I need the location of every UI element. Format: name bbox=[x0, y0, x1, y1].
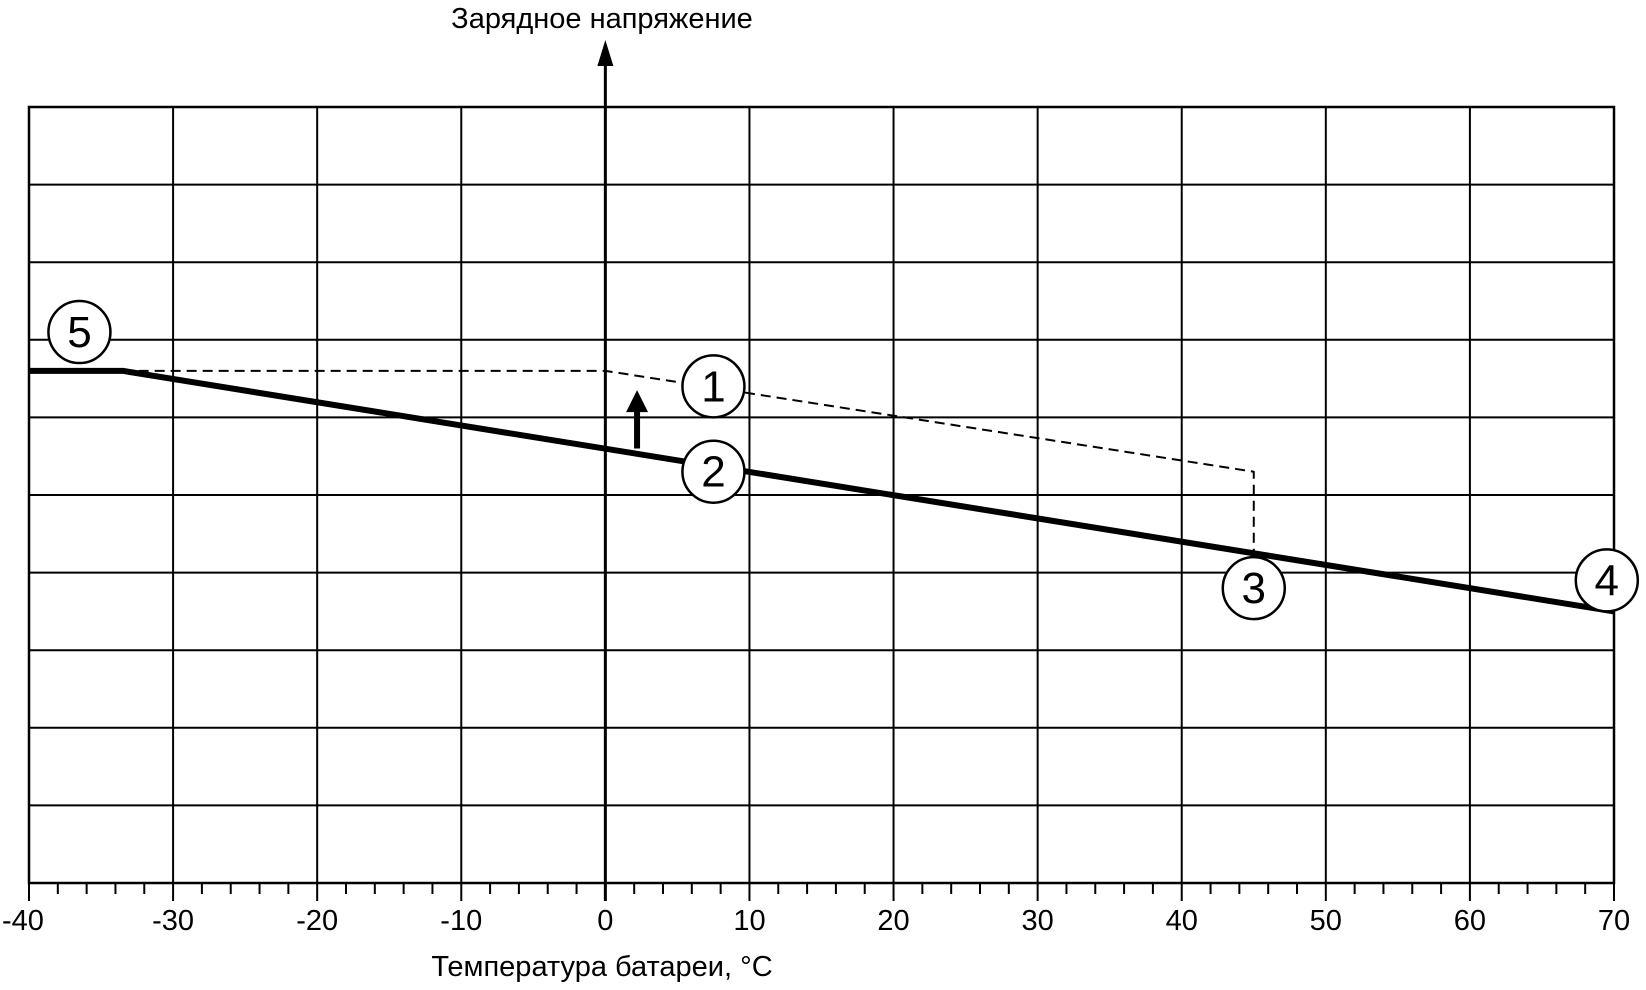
annotation-circle bbox=[681, 354, 746, 419]
annotation-label: 3 bbox=[1242, 564, 1266, 613]
x-tick-label: -40 bbox=[2, 905, 44, 937]
x-tick-labels: -40 -30 -20 -10 0 10 20 30 40 50 60 70 bbox=[2, 905, 1630, 937]
annotation-5: 5 bbox=[47, 299, 112, 365]
annotation-label: 4 bbox=[1595, 556, 1619, 605]
x-tick-label: 50 bbox=[1310, 905, 1342, 937]
annotation-label: 5 bbox=[67, 308, 91, 357]
annotation-label: 2 bbox=[701, 448, 725, 497]
annotation-circle bbox=[681, 439, 746, 504]
y-axis-arrowhead bbox=[597, 40, 614, 66]
x-tick-label: 70 bbox=[1598, 905, 1630, 937]
x-tick-label: 0 bbox=[597, 905, 613, 937]
grid-horizontal-lines bbox=[29, 183, 1614, 807]
annotation-2: 2 bbox=[681, 439, 746, 504]
x-tick-label: 30 bbox=[1022, 905, 1054, 937]
series-layer bbox=[29, 367, 1615, 615]
annotation-4: 4 bbox=[1574, 548, 1640, 613]
annotation-1: 1 bbox=[681, 354, 746, 419]
y-axis-label: Зарядное напряжение bbox=[451, 3, 753, 35]
x-tick-label: 40 bbox=[1166, 905, 1198, 937]
y-axis bbox=[597, 40, 614, 901]
annotation-label: 1 bbox=[701, 362, 725, 411]
dashed-voltage-line bbox=[122, 369, 1255, 558]
annotation-circle bbox=[1221, 555, 1287, 621]
x-tick-label: 10 bbox=[733, 905, 765, 937]
x-tick-label: -30 bbox=[152, 905, 194, 937]
annotation-3: 3 bbox=[1221, 555, 1287, 621]
x-tick-label: -20 bbox=[296, 905, 338, 937]
plot-frame bbox=[27, 105, 1616, 885]
x-minor-ticks bbox=[28, 883, 1615, 901]
direction-arrow bbox=[626, 390, 649, 449]
annotations: 1 2 3 4 5 bbox=[47, 299, 1640, 621]
annotation-circle bbox=[47, 299, 112, 365]
x-tick-label: 20 bbox=[877, 905, 909, 937]
solid-voltage-line bbox=[29, 367, 1615, 615]
x-tick-label: 60 bbox=[1454, 905, 1486, 937]
arrow-head bbox=[626, 390, 649, 413]
annotation-circle bbox=[1574, 548, 1640, 613]
x-tick-label: -10 bbox=[440, 905, 482, 937]
x-axis-label: Температура батареи, °C bbox=[431, 951, 772, 983]
